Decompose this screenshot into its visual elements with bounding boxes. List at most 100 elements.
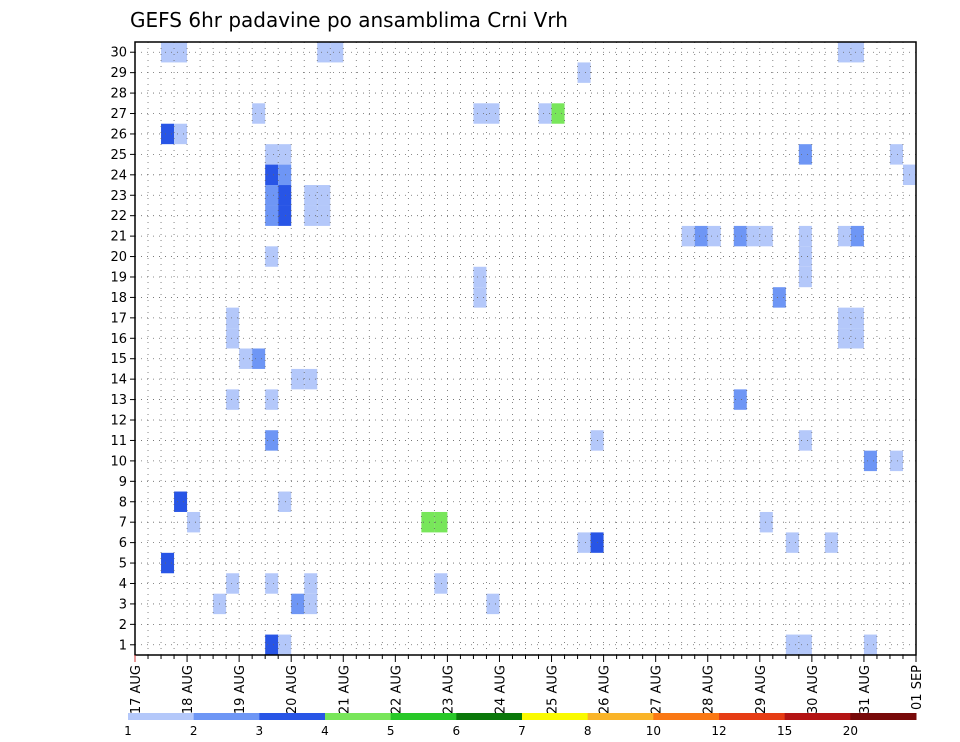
x-tick-label: 01 SEP (910, 665, 925, 710)
precip-cell (278, 144, 292, 165)
colorbar-label: 15 (777, 724, 792, 738)
y-tick-label: 18 (110, 291, 127, 306)
y-tick-label: 14 (110, 373, 127, 388)
precip-cell (317, 205, 331, 226)
y-tick-label: 5 (119, 557, 127, 572)
y-tick-label: 22 (110, 209, 127, 224)
precip-cell (239, 348, 253, 369)
y-tick-label: 24 (110, 168, 127, 183)
y-tick-label: 25 (110, 148, 127, 163)
precip-cell (863, 450, 877, 472)
colorbar-label: 6 (453, 724, 461, 738)
y-tick-label: 12 (110, 414, 127, 429)
precip-cell (798, 430, 812, 451)
precip-cell (226, 573, 240, 594)
precip-cell (265, 185, 279, 206)
precip-cell (161, 552, 175, 574)
precip-cell (681, 225, 695, 247)
colorbar-swatch (784, 713, 851, 720)
y-axis: 1234567891011121314151617181920212223242… (110, 46, 135, 653)
precip-cell (304, 368, 318, 390)
colorbar-label: 1 (124, 724, 132, 738)
precip-cell (174, 42, 188, 63)
y-tick-label: 21 (110, 230, 127, 245)
y-tick-label: 20 (110, 250, 127, 265)
precip-cell (486, 103, 500, 124)
colorbar-label: 12 (711, 724, 726, 738)
precip-cell (317, 42, 331, 63)
precip-cell (252, 348, 266, 369)
y-tick-label: 30 (110, 46, 127, 61)
colorbar-swatch (128, 713, 195, 720)
y-tick-label: 27 (110, 107, 127, 122)
precip-cell (863, 634, 877, 655)
precip-cell (304, 573, 318, 594)
y-tick-label: 16 (110, 332, 127, 347)
x-tick-label: 25 AUG (546, 665, 561, 714)
x-tick-label: 21 AUG (337, 665, 352, 714)
x-tick-label: 28 AUG (702, 665, 717, 714)
precip-cell (278, 164, 292, 186)
precip-cell (265, 144, 279, 165)
x-tick-label: 23 AUG (441, 665, 456, 714)
x-axis: 17 AUG 18 AUG 19 AUG 20 AUG 21 AUG 22 AUG 23 A… (129, 655, 925, 714)
y-tick-label: 7 (119, 516, 127, 531)
precip-cell (850, 42, 864, 63)
precip-cell (733, 225, 747, 247)
x-tick-label: 29 AUG (754, 665, 769, 714)
colorbar-swatch (325, 713, 392, 720)
precip-cell (798, 634, 812, 655)
precip-cell (265, 389, 279, 410)
precip-cell (889, 450, 903, 472)
y-tick-label: 15 (110, 352, 127, 367)
y-tick-label: 29 (110, 66, 127, 81)
y-tick-label: 11 (110, 434, 127, 449)
precip-cell (785, 634, 799, 655)
precip-cell (187, 511, 201, 533)
precip-cell (278, 491, 292, 512)
y-tick-label: 10 (110, 454, 127, 469)
colorbar-swatch (456, 713, 523, 720)
precip-cell (304, 205, 318, 226)
precip-cell (850, 328, 864, 349)
precip-cell (161, 42, 175, 63)
precip-cell (772, 287, 786, 308)
colorbar-swatch (653, 713, 720, 720)
precip-cell (278, 185, 292, 206)
precip-cell (759, 511, 773, 533)
precip-cell (421, 511, 435, 533)
x-tick-label: 20 AUG (285, 665, 300, 714)
precip-cell (837, 307, 851, 329)
precip-cell (265, 573, 279, 594)
precip-cell (694, 225, 708, 247)
colorbar-label: 3 (256, 724, 264, 738)
precip-cell (551, 103, 565, 124)
y-tick-label: 2 (119, 618, 127, 633)
precip-cell (785, 532, 799, 553)
colorbar-label: 20 (843, 724, 858, 738)
precip-cell (837, 225, 851, 247)
precip-cell (434, 573, 448, 594)
precip-cell (174, 123, 188, 145)
colorbar-swatch (719, 713, 786, 720)
colorbar-swatch (522, 713, 589, 720)
precip-cell (473, 266, 487, 288)
x-tick-label: 22 AUG (389, 665, 404, 714)
x-tick-label: 18 AUG (181, 665, 196, 714)
precip-cell (577, 532, 591, 553)
y-tick-label: 17 (110, 311, 127, 326)
colorbar-label: 2 (190, 724, 198, 738)
grid-lines (135, 42, 916, 655)
colorbar-label: 7 (518, 724, 526, 738)
chart-title: GEFS 6hr padavine po ansamblima Crni Vrh (130, 8, 568, 32)
x-tick-label: 24 AUG (493, 665, 508, 714)
x-tick-label: 19 AUG (233, 665, 248, 714)
precip-cell (707, 225, 721, 247)
precip-cell (538, 103, 552, 124)
precip-cell (759, 225, 773, 247)
y-tick-label: 19 (110, 270, 127, 285)
y-tick-label: 9 (119, 475, 127, 490)
x-tick-label: 26 AUG (598, 665, 613, 714)
precip-cell (317, 185, 331, 206)
